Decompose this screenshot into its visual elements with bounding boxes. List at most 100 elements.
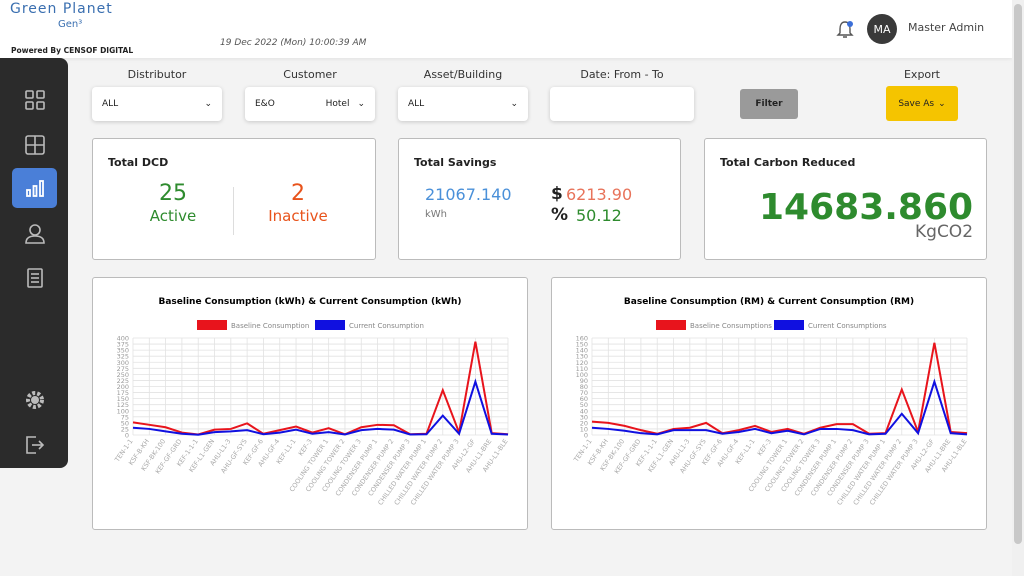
notification-bell[interactable] xyxy=(836,20,854,40)
y-tick-label: 100 xyxy=(117,407,129,415)
series-line xyxy=(132,378,509,436)
y-tick-label: 40 xyxy=(580,407,588,415)
percent-value: 50.12 xyxy=(576,206,622,225)
percent-symbol: % xyxy=(551,205,569,225)
nav-analytics[interactable] xyxy=(12,168,57,208)
y-tick-label: 160 xyxy=(576,335,588,343)
legend-label: Current Consumption xyxy=(349,322,424,330)
y-tick-label: 250 xyxy=(117,371,129,379)
sub-brand: Gen³ xyxy=(58,19,83,30)
y-tick-label: 50 xyxy=(121,419,129,427)
dcd-card: Total DCD 25 Active 2 Inactive xyxy=(92,138,376,260)
y-tick-label: 225 xyxy=(117,377,129,385)
filter-button[interactable]: Filter xyxy=(740,89,798,119)
chevron: ⌄ xyxy=(938,98,946,109)
y-tick-label: 50 xyxy=(580,401,588,409)
select-value: ALL xyxy=(102,99,119,109)
legend-swatch xyxy=(774,320,804,330)
y-tick-label: 25 xyxy=(121,425,129,433)
divider xyxy=(233,187,234,235)
header: Green Planet Gen³ Powered By CENSOF DIGI… xyxy=(0,0,1012,58)
chart-panel: Baseline Consumption (kWh) & Current Con… xyxy=(92,277,528,530)
y-tick-label: 80 xyxy=(580,383,588,391)
select-value: Hotel xyxy=(325,99,350,109)
y-tick-label: 275 xyxy=(117,365,129,373)
y-tick-label: 140 xyxy=(576,347,588,355)
legend-label: Baseline Consumptions xyxy=(690,322,772,330)
scrollbar[interactable] xyxy=(1012,0,1024,576)
y-tick-label: 75 xyxy=(121,413,129,421)
y-tick-label: 375 xyxy=(117,341,129,349)
series-line xyxy=(132,341,509,437)
nav-grid[interactable] xyxy=(12,125,57,165)
chart: Baseline Consumption (kWh) & Current Con… xyxy=(113,297,510,507)
inactive-label: Inactive xyxy=(268,207,328,225)
avatar[interactable]: MA xyxy=(867,14,897,44)
y-tick-label: 130 xyxy=(576,353,588,361)
y-tick-label: 125 xyxy=(117,401,129,409)
select-value: ALL xyxy=(408,99,425,109)
y-tick-label: 70 xyxy=(580,389,588,397)
save-as-button[interactable]: Save As ⌄ xyxy=(886,86,958,121)
nav-user[interactable] xyxy=(12,214,57,254)
legend-swatch xyxy=(315,320,345,330)
button-label: Save As xyxy=(898,98,935,109)
distributor-select[interactable]: ALL ⌄ xyxy=(92,87,222,121)
y-tick-label: 110 xyxy=(576,365,588,373)
y-tick-label: 325 xyxy=(117,353,129,361)
date-input[interactable] xyxy=(550,87,694,121)
brand: Green Planet xyxy=(10,1,113,17)
card-title: Total Carbon Reduced xyxy=(720,156,856,169)
select-value: E&O xyxy=(255,99,275,109)
filter-label: Distributor xyxy=(127,68,187,81)
filter-label: Export xyxy=(903,68,940,81)
y-tick-label: 175 xyxy=(117,389,129,397)
filter-label: Asset/Building xyxy=(423,68,503,81)
energy-value: 21067.140 xyxy=(425,185,512,204)
chevron: ⌄ xyxy=(510,99,518,109)
y-tick-label: 400 xyxy=(117,335,129,343)
currency-symbol: $ xyxy=(551,184,563,204)
y-tick-label: 30 xyxy=(580,413,588,421)
active-label: Active xyxy=(149,207,197,225)
series-line xyxy=(591,342,968,436)
filter-label: Date: From - To xyxy=(580,68,664,81)
y-tick-label: 0 xyxy=(584,432,588,440)
savings-card: Total Savings 21067.140 kWh $ 6213.90 % … xyxy=(398,138,681,260)
nav-settings[interactable] xyxy=(12,380,57,420)
asset-select[interactable]: ALL ⌄ xyxy=(398,87,528,121)
y-tick-label: 60 xyxy=(580,395,588,403)
chart-title: Baseline Consumption (kWh) & Current Con… xyxy=(158,297,461,307)
legend-swatch xyxy=(656,320,686,330)
y-tick-label: 200 xyxy=(117,383,129,391)
y-tick-label: 100 xyxy=(576,371,588,379)
active-count: 25 xyxy=(159,181,187,206)
user-name[interactable]: Master Admin xyxy=(908,21,985,34)
y-tick-label: 350 xyxy=(117,347,129,355)
sidebar xyxy=(0,58,68,468)
customer-select[interactable]: E&O Hotel ⌄ xyxy=(245,87,375,121)
scroll-thumb[interactable] xyxy=(1014,4,1022,544)
series-line xyxy=(591,378,968,436)
y-tick-label: 150 xyxy=(576,341,588,349)
carbon-value: 14683.860 xyxy=(759,187,974,228)
chart-panel: Baseline Consumption (RM) & Current Cons… xyxy=(551,277,987,530)
card-title: Total DCD xyxy=(108,156,169,169)
money-value: 6213.90 xyxy=(566,185,633,204)
carbon-card: Total Carbon Reduced 14683.860 KgCO2 xyxy=(704,138,987,260)
y-tick-label: 10 xyxy=(580,425,588,433)
carbon-unit: KgCO2 xyxy=(915,222,974,242)
nav-dashboard[interactable] xyxy=(12,80,57,120)
y-tick-label: 120 xyxy=(576,359,588,367)
energy-unit: kWh xyxy=(425,209,448,220)
nav-report[interactable] xyxy=(12,258,57,298)
card-title: Total Savings xyxy=(414,156,497,169)
inactive-count: 2 xyxy=(291,181,305,206)
legend-label: Current Consumptions xyxy=(808,322,887,330)
powered-by: Powered By CENSOF DIGITAL xyxy=(11,46,134,55)
nav-logout[interactable] xyxy=(12,425,57,465)
filter-label: Customer xyxy=(283,68,337,81)
chart-title: Baseline Consumption (RM) & Current Cons… xyxy=(624,297,914,307)
y-tick-label: 150 xyxy=(117,395,129,403)
